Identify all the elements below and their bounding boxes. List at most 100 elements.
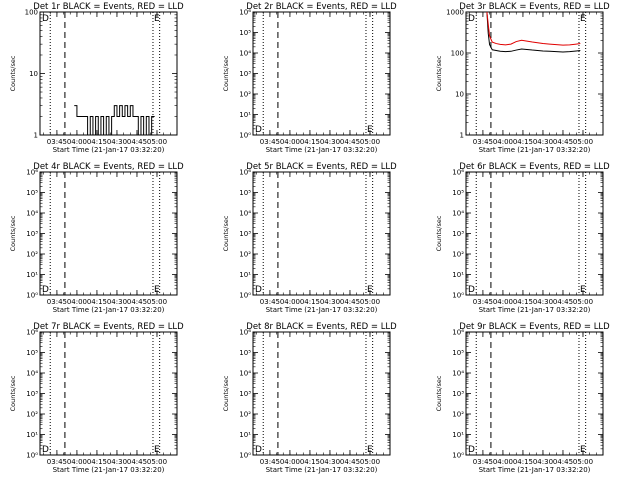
x-tick-label: 04:30: [533, 458, 553, 466]
x-tick-label: 04:30: [533, 138, 553, 146]
x-tick-label: 04:00: [280, 138, 300, 146]
y-tick-label: 10⁵: [26, 349, 38, 357]
y-tick-label: 10¹: [26, 271, 38, 279]
y-tick-label: 100: [25, 9, 38, 17]
y-tick-label: 1000: [446, 9, 464, 17]
x-axis-label: Start Time (21-Jan-17 03:32:20): [266, 306, 378, 314]
x-tick-label: 05:00: [147, 138, 167, 146]
plot-frame: [465, 171, 604, 296]
end-marker: E: [367, 445, 373, 455]
x-axis-label: Start Time (21-Jan-17 03:32:20): [479, 466, 591, 474]
end-marker: E: [580, 14, 586, 24]
y-axis-label: Counts/sec: [222, 215, 230, 251]
x-tick-label: 05:00: [573, 298, 593, 306]
x-tick-label: 03:45: [47, 138, 67, 146]
y-tick-label: 10: [455, 91, 464, 99]
y-tick-label: 10¹: [452, 431, 464, 439]
plot-frame: [465, 331, 604, 456]
y-tick-label: 10⁰: [452, 452, 464, 460]
x-tick-label: 04:30: [320, 138, 340, 146]
x-tick-label: 03:45: [47, 298, 67, 306]
x-axis-label: Start Time (21-Jan-17 03:32:20): [53, 306, 165, 314]
y-tick-label: 10³: [26, 390, 38, 398]
plot-frame: [39, 331, 178, 456]
y-axis-label: Counts/sec: [435, 55, 443, 91]
x-axis-label: Start Time (21-Jan-17 03:32:20): [479, 146, 591, 154]
series-line-1: [74, 105, 155, 136]
x-tick-label: 04:30: [107, 298, 127, 306]
x-tick-label: 04:15: [300, 138, 320, 146]
end-marker: E: [154, 445, 160, 455]
end-marker: E: [367, 285, 373, 295]
y-tick-label: 10⁰: [26, 292, 38, 300]
x-tick-label: 04:00: [493, 298, 513, 306]
start-marker: D: [42, 445, 49, 455]
end-marker: E: [367, 125, 373, 135]
y-tick-label: 10²: [452, 411, 464, 419]
plot-frame: [465, 11, 604, 136]
panel-det-3: Det 3r BLACK = Events, RED = LLD 1 10 100 10…: [435, 2, 610, 154]
x-tick-label: 05:00: [147, 458, 167, 466]
x-axis-label: Start Time (21-Jan-17 03:32:20): [53, 146, 165, 154]
panel-det-7: Det 7r BLACK = Events, RED = LLD 10⁰ 10¹ 10…: [9, 322, 184, 474]
y-tick-label: 10²: [239, 251, 251, 259]
end-marker: E: [154, 285, 160, 295]
x-tick-label: 05:00: [360, 298, 380, 306]
x-tick-label: 04:15: [513, 138, 533, 146]
x-tick-label: 03:45: [473, 298, 493, 306]
x-tick-label: 05:00: [360, 458, 380, 466]
x-tick-label: 05:00: [147, 298, 167, 306]
x-tick-label: 03:45: [260, 138, 280, 146]
y-tick-label: 1: [34, 132, 38, 140]
start-marker: D: [468, 14, 475, 24]
x-tick-label: 04:00: [67, 458, 87, 466]
x-tick-label: 03:45: [260, 458, 280, 466]
x-tick-label: 04:00: [280, 458, 300, 466]
x-tick-label: 03:45: [260, 298, 280, 306]
y-axis-label: Counts/sec: [9, 215, 17, 251]
panel-det-8: Det 8r BLACK = Events, RED = LLD 10⁰ 10¹ 10…: [222, 322, 397, 474]
panel-det-1: Det 1r BLACK = Events, RED = LLD 1 10 100 Co…: [9, 2, 184, 154]
y-tick-label: 10⁰: [239, 292, 251, 300]
y-tick-label: 10⁴: [452, 210, 464, 218]
y-tick-label: 10⁵: [452, 349, 464, 357]
y-tick-label: 10⁴: [452, 370, 464, 378]
y-tick-label: 10²: [239, 91, 251, 99]
y-tick-label: 10²: [239, 411, 251, 419]
x-tick-label: 04:00: [280, 298, 300, 306]
panel-det-6: Det 6r BLACK = Events, RED = LLD 10⁰ 10¹ 10…: [435, 162, 610, 314]
x-tick-label: 03:45: [473, 138, 493, 146]
y-tick-label: 10⁴: [239, 50, 251, 58]
y-tick-label: 10⁰: [239, 132, 251, 140]
panel-title: Det 4r BLACK = Events, RED = LLD: [33, 162, 184, 172]
panel-det-4: Det 4r BLACK = Events, RED = LLD 10⁰ 10¹ 10…: [9, 162, 184, 314]
y-axis-label: Counts/sec: [222, 55, 230, 91]
x-axis-label: Start Time (21-Jan-17 03:32:20): [266, 466, 378, 474]
start-marker: D: [255, 125, 262, 135]
y-tick-label: 10³: [239, 390, 251, 398]
panel-det-5: Det 5r BLACK = Events, RED = LLD 10⁰ 10¹ 10…: [222, 162, 397, 314]
y-tick-label: 10⁶: [26, 329, 38, 337]
y-tick-label: 10⁶: [26, 169, 38, 177]
x-tick-label: 04:00: [67, 138, 87, 146]
y-tick-label: 10²: [452, 251, 464, 259]
y-tick-label: 10⁶: [239, 329, 251, 337]
panel-title: Det 9r BLACK = Events, RED = LLD: [459, 322, 610, 332]
y-tick-label: 10³: [26, 230, 38, 238]
y-tick-label: 10⁰: [239, 452, 251, 460]
start-marker: D: [255, 445, 262, 455]
y-tick-label: 10⁶: [239, 169, 251, 177]
x-tick-label: 04:00: [493, 138, 513, 146]
start-marker: D: [42, 14, 49, 24]
y-tick-label: 10³: [452, 230, 464, 238]
y-tick-label: 10²: [26, 411, 38, 419]
plot-frame: [252, 171, 391, 296]
y-tick-label: 10¹: [26, 431, 38, 439]
x-tick-label: 04:45: [340, 458, 360, 466]
y-tick-label: 10³: [239, 230, 251, 238]
plot-frame: [252, 331, 391, 456]
y-tick-label: 10¹: [239, 431, 251, 439]
end-marker: E: [580, 285, 586, 295]
y-tick-label: 10⁰: [452, 292, 464, 300]
